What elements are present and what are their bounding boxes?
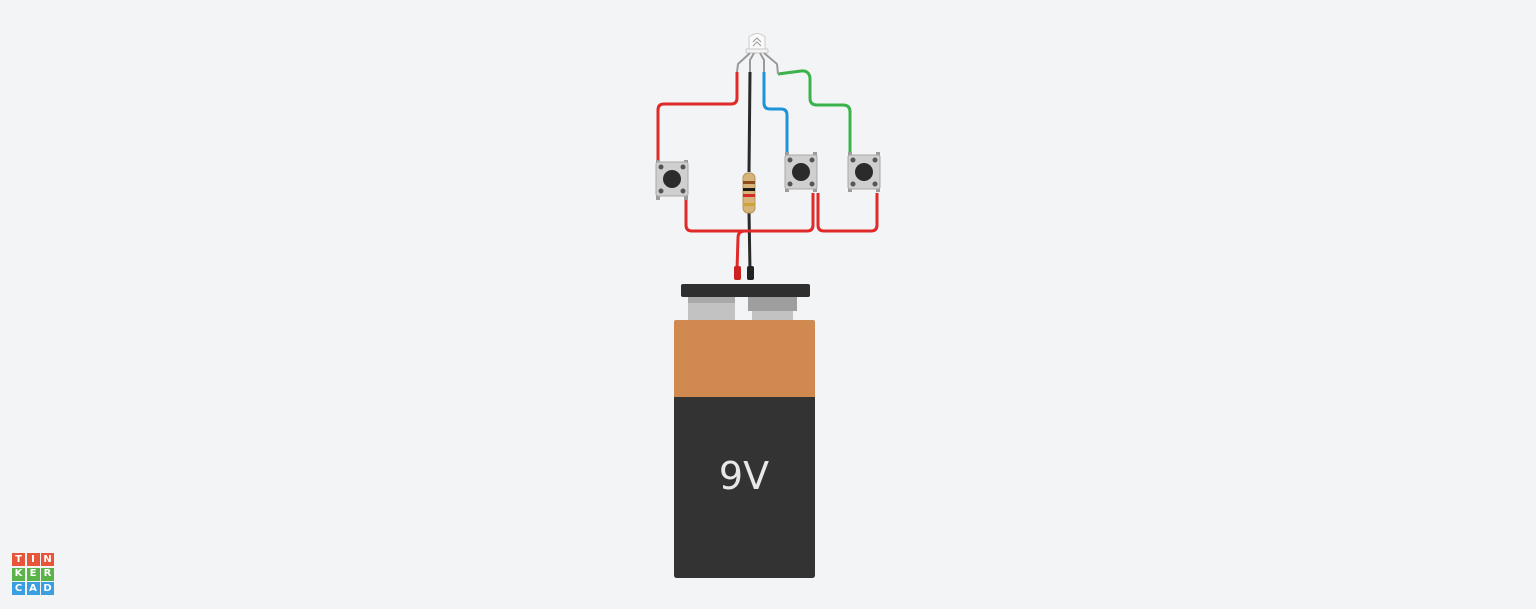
logo-letter: T (12, 553, 25, 566)
push-button-right[interactable] (847, 152, 881, 192)
logo-letter: N (41, 553, 54, 566)
wire-green-led-to-right-button[interactable] (777, 69, 852, 157)
push-button-middle[interactable] (784, 152, 818, 192)
rgb-led[interactable] (736, 33, 779, 75)
logo-letter: I (26, 553, 40, 566)
battery-voltage-label: 9V (719, 454, 769, 498)
wire-black-led-to-resistor[interactable] (747, 71, 752, 173)
tinkercad-logo[interactable]: T I N K E R C A D (12, 553, 54, 595)
wire-red-to-battery-positive[interactable] (735, 229, 752, 271)
wire-red-right-button-return[interactable] (816, 193, 879, 233)
logo-letter: C (12, 582, 25, 595)
push-button-left[interactable] (655, 160, 689, 200)
logo-letter: K (12, 567, 25, 581)
logo-letter: A (26, 582, 40, 595)
logo-letter: D (41, 582, 54, 595)
logo-letter: E (26, 567, 40, 581)
resistor[interactable] (742, 172, 756, 214)
wire-red-led-to-left-button[interactable] (656, 72, 739, 162)
battery-9v[interactable]: 9V (674, 284, 815, 578)
wire-blue-led-to-middle-button[interactable] (762, 72, 789, 157)
wire-black-resistor-to-battery[interactable] (747, 211, 752, 271)
logo-letter: R (41, 567, 54, 581)
wires (656, 69, 879, 271)
battery-clips (734, 266, 754, 280)
